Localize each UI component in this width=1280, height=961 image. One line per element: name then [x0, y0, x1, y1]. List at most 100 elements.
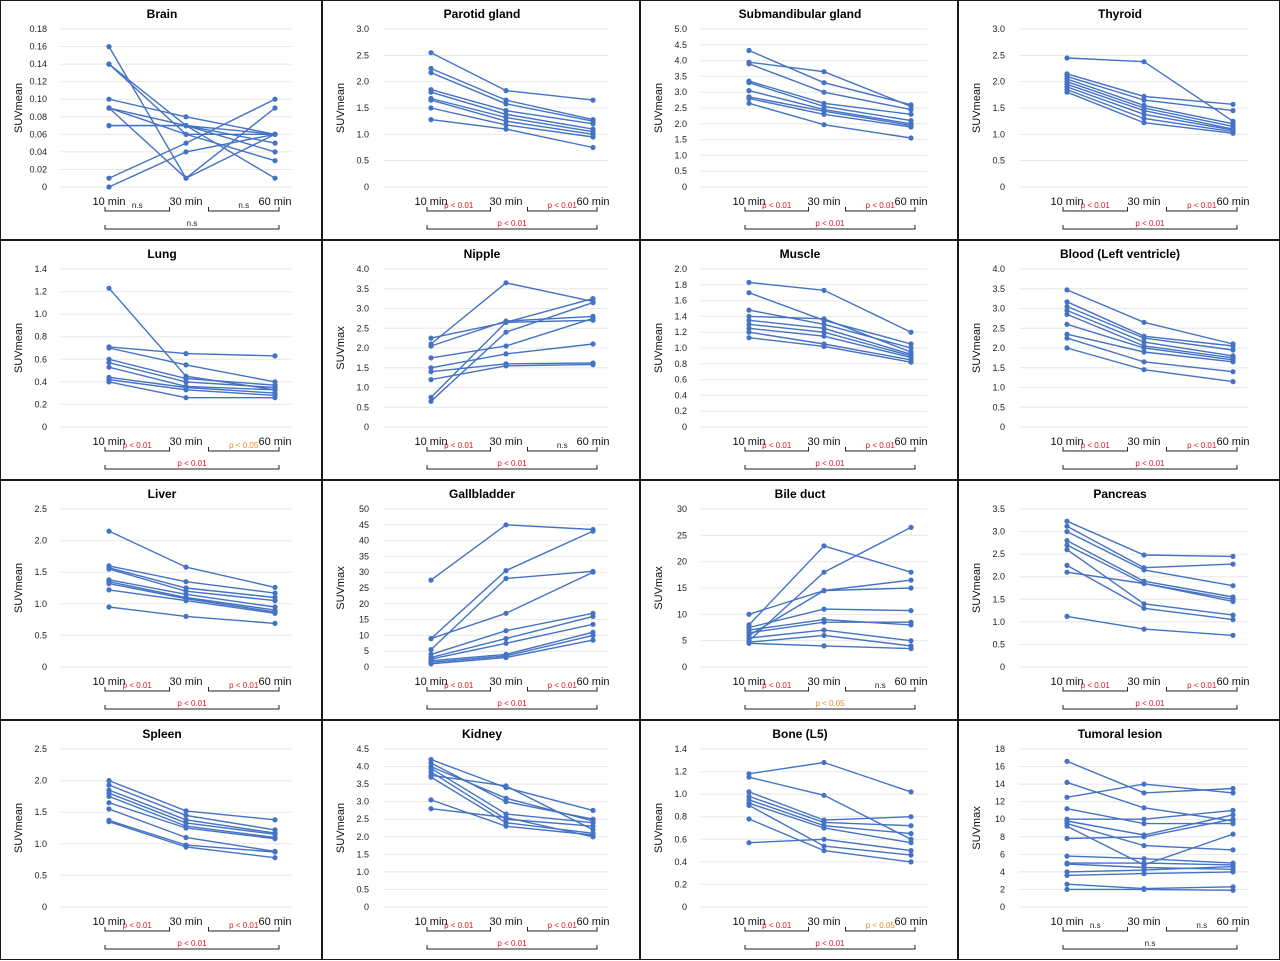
y-tick-label: 0.10	[29, 94, 47, 104]
chart-svg-bile-duct: Bile duct 0 5 10 15 20 25 30 SUVmax 10 min 30 min 6…	[653, 487, 928, 710]
series-9	[106, 604, 278, 626]
data-point	[1230, 583, 1236, 589]
series-line	[1066, 883, 1234, 890]
y-tick-label: 1.6	[674, 296, 687, 306]
x-tick-label: 10 min	[414, 436, 447, 448]
data-point	[908, 577, 914, 583]
bracket-line	[1062, 465, 1238, 470]
series-line	[748, 642, 912, 650]
data-point	[908, 124, 914, 130]
bracket-line	[426, 687, 491, 692]
data-point	[1141, 359, 1147, 365]
significance-label: p < 0.05	[815, 699, 845, 708]
series-9	[746, 836, 914, 854]
y-tick-label: 0.14	[29, 59, 47, 69]
data-point	[746, 335, 752, 341]
series-9	[746, 100, 914, 141]
series-1	[106, 285, 278, 393]
data-point	[746, 61, 752, 67]
y-tick-label: 4.0	[674, 56, 687, 66]
data-point	[1141, 871, 1147, 877]
x-tick-label: 60 min	[258, 436, 291, 448]
y-tick-label: 1.5	[356, 103, 369, 113]
bracket-10-60: p < 0.01	[1062, 699, 1238, 710]
bracket-30-60: p < 0.05	[208, 441, 280, 452]
bracket-10-60: p < 0.01	[1062, 459, 1238, 470]
data-point	[908, 646, 914, 652]
data-point	[503, 568, 509, 574]
data-point	[183, 395, 189, 401]
y-axis-label: SUVmax	[335, 326, 347, 370]
y-tick-label: 0	[364, 182, 369, 192]
y-tick-label: 10	[995, 814, 1005, 824]
data-point	[1141, 97, 1147, 103]
x-tick-label: 30 min	[489, 196, 522, 208]
y-tick-label: 0.04	[29, 147, 47, 157]
significance-label: p < 0.01	[1187, 441, 1217, 450]
chart-panel-kidney: Kidney 0 0.5 1.0 1.5 2.0 2.5 3.0 3.5 4.0 4.5 SUVmea…	[322, 720, 640, 960]
data-point	[821, 333, 827, 339]
data-point	[1141, 834, 1147, 840]
data-point	[106, 793, 112, 799]
chart-panel-tumoral-lesion: Tumoral lesion 0 2 4 6 8 10 12 14 16 18 SUVmax 10 mi…	[958, 720, 1280, 960]
y-axis-label: SUVmean	[971, 323, 983, 373]
x-tick-label: 30 min	[1127, 916, 1160, 928]
data-point	[183, 131, 189, 137]
data-point	[428, 365, 434, 371]
series-9	[1064, 345, 1236, 385]
y-tick-label: 3.0	[356, 24, 369, 34]
bracket-line	[1062, 945, 1238, 950]
x-tick-label: 60 min	[894, 436, 927, 448]
y-tick-label: 8	[1000, 832, 1005, 842]
x-tick-label: 10 min	[732, 436, 765, 448]
bracket-30-60: p < 0.01	[527, 681, 598, 692]
significance-label: p < 0.01	[866, 441, 896, 450]
data-point	[1064, 303, 1070, 310]
significance-label: n.s	[1196, 921, 1207, 930]
data-point	[272, 175, 278, 181]
series-1	[106, 528, 278, 590]
series-7	[746, 802, 914, 858]
chart-panel-bone-l5: Bone (L5) 0 0.2 0.4 0.6 0.8 1.0 1.2 1.4 SUVmean 10…	[640, 720, 958, 960]
significance-label: p < 0.01	[177, 699, 207, 708]
bracket-line	[527, 447, 598, 452]
data-point	[1230, 790, 1236, 796]
data-point	[908, 569, 914, 575]
significance-label: p < 0.01	[548, 681, 578, 690]
y-tick-label: 1.5	[674, 135, 687, 145]
y-tick-label: 20	[677, 557, 687, 567]
y-axis-label: SUVmean	[971, 563, 983, 613]
y-tick-label: 4.0	[356, 264, 369, 274]
bracket-10-30: n.s	[104, 201, 170, 212]
series-1	[106, 778, 278, 823]
chart-panel-brain: Brain 0 0.02 0.04 0.06 0.08 0.10 0.12 0.14 0.16 0.…	[0, 0, 322, 240]
y-tick-label: 1.4	[674, 744, 687, 754]
data-point	[1230, 379, 1236, 385]
x-tick-label: 10 min	[92, 916, 125, 928]
y-tick-label: 25	[677, 530, 687, 540]
data-point	[746, 279, 752, 285]
series-6	[106, 800, 278, 842]
bracket-line	[426, 225, 598, 230]
data-point	[1064, 518, 1070, 524]
y-tick-label: 1.5	[34, 567, 47, 577]
data-point	[590, 134, 596, 140]
significance-label: p < 0.01	[762, 441, 792, 450]
chart-title: Thyroid	[1098, 7, 1142, 21]
x-tick-label: 30 min	[489, 436, 522, 448]
data-point	[106, 800, 112, 806]
series-7	[1064, 331, 1236, 365]
significance-label: p < 0.01	[444, 441, 474, 450]
data-point	[106, 604, 112, 610]
series-10	[428, 637, 596, 667]
bracket-line	[1166, 927, 1238, 932]
bracket-line	[104, 207, 170, 212]
bracket-line	[744, 927, 809, 932]
bracket-10-30: p < 0.01	[104, 441, 170, 452]
y-tick-label: 1.0	[356, 129, 369, 139]
bracket-line	[104, 225, 280, 230]
data-point	[428, 105, 434, 111]
bracket-10-30: p < 0.01	[104, 921, 170, 932]
series-line	[1066, 818, 1234, 840]
y-tick-label: 0.8	[674, 359, 687, 369]
